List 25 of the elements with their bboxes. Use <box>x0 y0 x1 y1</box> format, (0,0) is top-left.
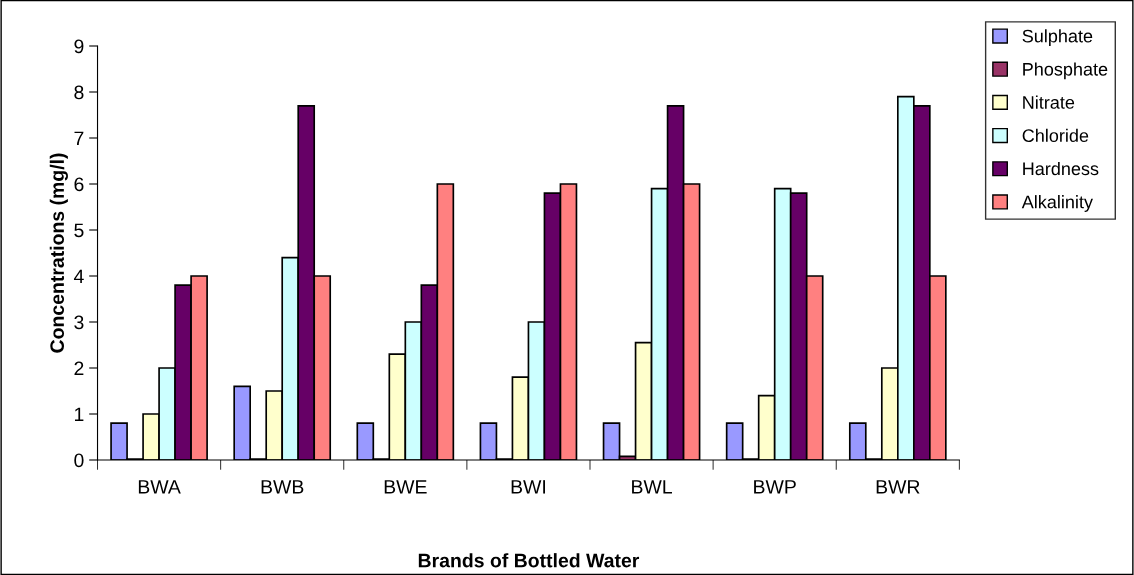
legend-label: Hardness <box>1023 161 1099 176</box>
x-tick-label: BWA <box>138 480 181 494</box>
x-tick-label: BWL <box>632 480 672 494</box>
y-tick-label: 2 <box>74 361 84 376</box>
y-tick-label: 8 <box>74 85 84 100</box>
y-tick-label: 5 <box>74 223 84 238</box>
legend-label: Alkalinity <box>1021 195 1093 212</box>
x-tick-label: BWB <box>261 480 304 494</box>
y-tick-label: 6 <box>74 177 84 192</box>
legend-label: Chloride <box>1022 128 1089 143</box>
y-tick-label: 9 <box>74 39 84 54</box>
y-tick-label: 3 <box>74 315 84 330</box>
x-tick-label: BWE <box>384 480 427 494</box>
x-tick-label: BWP <box>754 480 796 494</box>
y-tick-label: 7 <box>74 131 84 146</box>
x-tick-label: BWI <box>511 480 546 494</box>
legend-label: Sulphate <box>1022 29 1093 47</box>
x-tick-label: BWR <box>876 480 920 494</box>
legend-label: Phosphate <box>1023 62 1108 80</box>
y-axis-title: Concentrations (mg/l) <box>49 153 68 353</box>
y-tick-label: 1 <box>75 407 84 422</box>
y-tick-label: 0 <box>74 453 84 468</box>
x-axis-title: Brands of Bottled Water <box>418 553 640 568</box>
y-tick-label: 4 <box>73 269 84 284</box>
legend-label: Nitrate <box>1023 95 1075 109</box>
